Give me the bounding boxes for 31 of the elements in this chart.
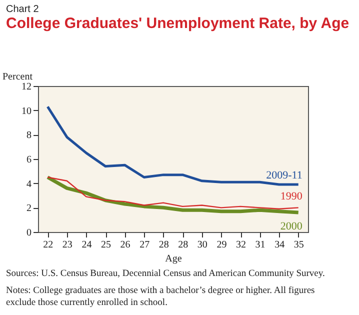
series-label: 1990 (280, 190, 303, 203)
y-tick-label: 2 (26, 203, 32, 214)
series-label: 2000 (280, 220, 303, 233)
y-tick-label: 0 (26, 228, 32, 238)
x-tick-label: 26 (120, 240, 130, 250)
y-axis-title: Percent (2, 72, 33, 82)
source-note: Sources: U.S. Census Bureau, Decennial Census and American Community Survey. (6, 269, 325, 279)
x-tick-label: 28 (178, 240, 188, 250)
x-tick-label: 22 (43, 240, 54, 250)
y-tick-label: 12 (22, 82, 32, 92)
y-tick-label: 4 (26, 178, 32, 190)
x-tick-label: 31 (255, 240, 266, 250)
x-tick-label: 25 (101, 240, 111, 250)
x-tick-label: 28 (158, 240, 169, 250)
x-tick-label: 24 (82, 240, 92, 250)
caption: Chart 2 (6, 4, 40, 15)
x-tick-label: 34 (274, 240, 285, 250)
x-tick-label: 29 (216, 240, 227, 250)
x-tick-label: 23 (62, 240, 72, 250)
chart-title: College Graduates' Unemployment Rate, by Age (6, 15, 350, 32)
y-tick-label: 8 (26, 130, 32, 142)
line-series (46, 105, 300, 186)
x-tick-label: 30 (197, 240, 208, 250)
x-tick-label: 32 (236, 240, 246, 250)
x-axis-title: Age (165, 254, 182, 264)
y-tick-label: 6 (26, 154, 32, 166)
text: Notes: College graduates are those with a bachelor’s degree or higher. All figures exclude those currently enrolled in school. (6, 286, 316, 308)
x-tick-label: 27 (140, 240, 150, 250)
y-tick-label: 10 (22, 106, 32, 117)
x-tick-label: 35 (294, 240, 304, 250)
series-label: 2009-11 (266, 170, 302, 182)
